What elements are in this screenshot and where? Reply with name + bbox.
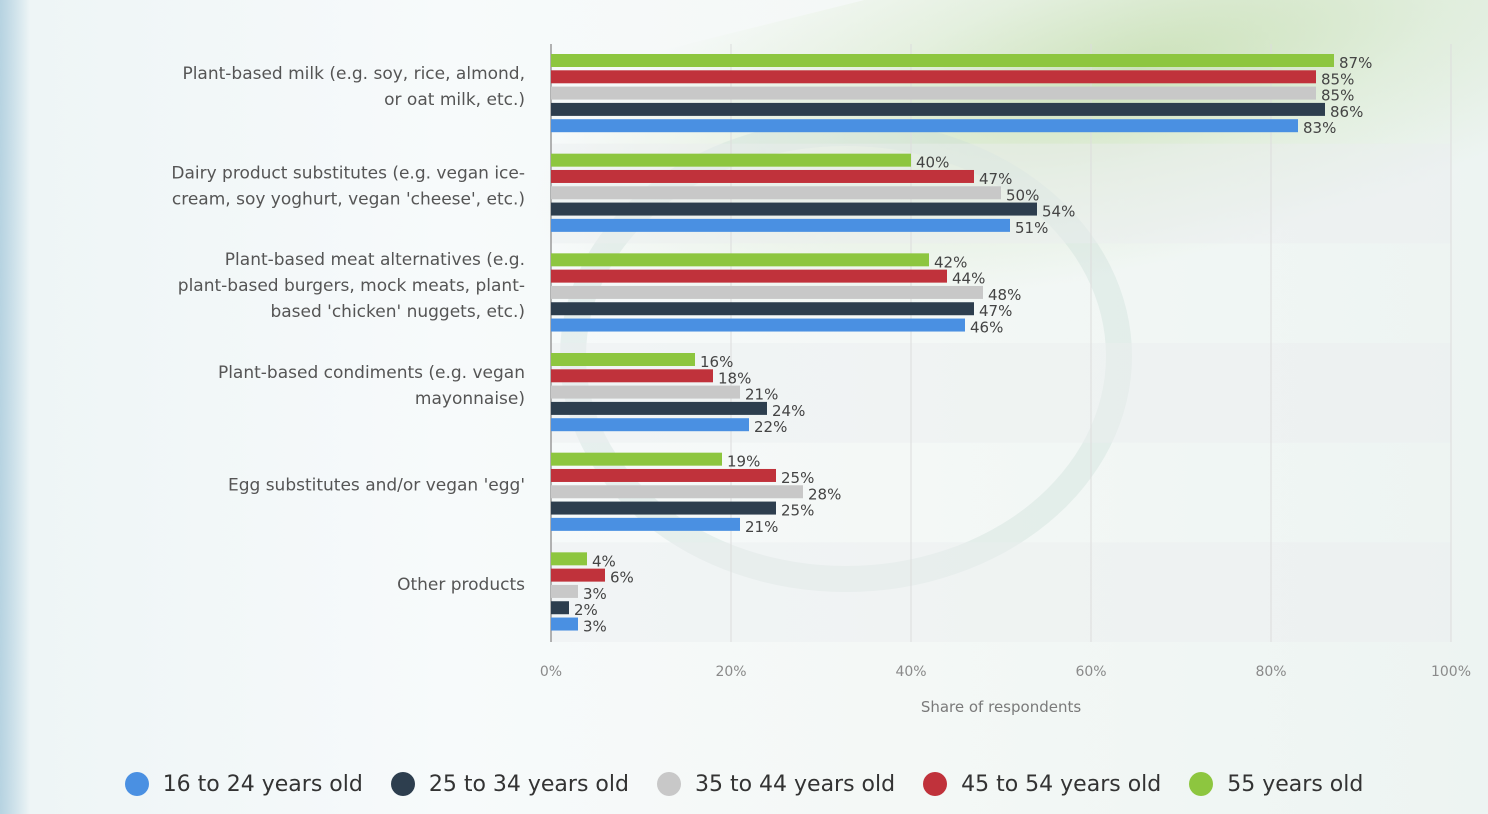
bar-value-label: 42%	[934, 253, 967, 271]
x-tick-label: 20%	[715, 664, 746, 680]
bar[interactable]	[551, 202, 1037, 216]
bar[interactable]	[551, 218, 1010, 232]
bar-value-label: 46%	[970, 319, 1003, 337]
bar-value-label: 24%	[772, 402, 805, 420]
category-label: Other products	[397, 575, 525, 595]
bar-value-label: 25%	[781, 502, 814, 520]
bar-value-label: 85%	[1321, 70, 1354, 88]
bar[interactable]	[551, 485, 803, 499]
legend-label: 55 years old	[1227, 771, 1364, 797]
x-tick-label: 0%	[540, 664, 562, 680]
bar-value-label: 83%	[1303, 119, 1336, 137]
legend-dot-icon	[1189, 772, 1214, 796]
legend-item[interactable]: 25 to 34 years old	[390, 771, 629, 797]
bar-value-label: 3%	[583, 585, 607, 603]
bar[interactable]	[551, 285, 983, 299]
bar-value-label: 47%	[979, 302, 1012, 320]
bar[interactable]	[551, 318, 965, 332]
x-tick-label: 80%	[1255, 664, 1286, 680]
bar-value-label: 40%	[916, 154, 949, 172]
legend-label: 25 to 34 years old	[428, 771, 629, 797]
bar[interactable]	[551, 468, 776, 482]
legend-dot-icon	[124, 772, 149, 796]
bar[interactable]	[551, 54, 1334, 67]
bar[interactable]	[551, 119, 1298, 133]
bar[interactable]	[551, 552, 587, 566]
legend-item[interactable]: 16 to 24 years old	[124, 771, 363, 797]
category-label: Plant-based milk (e.g. soy, rice, almond…	[182, 64, 525, 110]
bar-value-label: 54%	[1042, 203, 1075, 221]
bar-value-label: 87%	[1339, 54, 1372, 72]
bar[interactable]	[551, 102, 1325, 116]
legend-dot-icon	[390, 772, 415, 796]
bar[interactable]	[551, 601, 569, 615]
category-label: Dairy product substitutes (e.g. vegan ic…	[171, 164, 525, 210]
bar[interactable]	[551, 269, 947, 283]
bar-value-label: 16%	[700, 353, 733, 371]
bar-value-label: 28%	[808, 485, 841, 503]
bar[interactable]	[551, 418, 749, 432]
bar[interactable]	[551, 369, 713, 383]
category-label: Egg substitutes and/or vegan 'egg'	[228, 476, 525, 496]
bar[interactable]	[551, 253, 929, 267]
bar-value-label: 25%	[781, 469, 814, 487]
legend-item[interactable]: 45 to 54 years old	[923, 772, 1161, 797]
bar[interactable]	[551, 186, 1001, 200]
bar[interactable]	[551, 568, 605, 582]
bar-value-label: 48%	[988, 286, 1021, 304]
bar-value-label: 3%	[583, 618, 607, 636]
x-tick-label: 100%	[1431, 664, 1471, 680]
bar-value-label: 51%	[1015, 219, 1048, 237]
bar-value-label: 86%	[1330, 103, 1363, 121]
x-tick-label: 40%	[895, 664, 926, 680]
bar[interactable]	[551, 302, 974, 316]
category-labels: Plant-based milk (e.g. soy, rice, almond…	[171, 64, 525, 595]
bar[interactable]	[551, 452, 722, 466]
bar-value-label: 21%	[745, 386, 778, 404]
bars: 87%85%85%86%83%40%47%50%54%51%42%44%48%4…	[551, 54, 1372, 636]
legend-label: 45 to 54 years old	[961, 771, 1162, 797]
bar[interactable]	[551, 584, 578, 598]
bar[interactable]	[551, 401, 767, 415]
bar[interactable]	[551, 501, 776, 515]
x-axis-ticks: 0% 20% 40% 60% 80% 100%	[540, 664, 1471, 680]
legend-label: 35 to 44 years old	[694, 771, 896, 797]
bar[interactable]	[551, 617, 578, 631]
bar-value-label: 6%	[610, 569, 634, 587]
legend-item[interactable]: 35 to 44 years old	[656, 771, 896, 797]
bar[interactable]	[551, 385, 740, 399]
bar[interactable]	[551, 169, 974, 183]
bar[interactable]	[551, 517, 740, 531]
bar-value-label: 47%	[979, 170, 1012, 188]
legend: 16 to 24 years old 25 to 34 years old 35…	[0, 764, 1488, 804]
bar-value-label: 22%	[754, 418, 787, 436]
bar[interactable]	[551, 153, 911, 167]
category-band	[551, 542, 1451, 642]
bar-value-label: 50%	[1006, 186, 1039, 204]
legend-item[interactable]: 55 years old	[1189, 772, 1363, 797]
bar-value-label: 44%	[952, 270, 985, 288]
bar-value-label: 18%	[718, 369, 751, 387]
legend-label: 16 to 24 years old	[162, 771, 363, 797]
bar-value-label: 85%	[1321, 87, 1354, 105]
legend-dot-icon	[656, 772, 681, 796]
legend-dot-icon	[923, 772, 948, 796]
bar-value-label: 19%	[727, 453, 760, 471]
bar[interactable]	[551, 70, 1316, 84]
bar-value-label: 2%	[574, 601, 598, 619]
bar[interactable]	[551, 86, 1316, 100]
x-axis-title: Share of respondents	[921, 698, 1082, 716]
x-tick-label: 60%	[1075, 664, 1106, 680]
category-label: Plant-based meat alternatives (e.g. plant…	[178, 250, 525, 322]
bar-chart: 87%85%85%86%83%40%47%50%54%51%42%44%48%4…	[171, 44, 1471, 716]
bar-value-label: 4%	[592, 552, 616, 570]
category-label: Plant-based condiments (e.g. vegan mayonn…	[218, 363, 525, 409]
bar[interactable]	[551, 353, 695, 366]
bar-value-label: 21%	[745, 518, 778, 536]
